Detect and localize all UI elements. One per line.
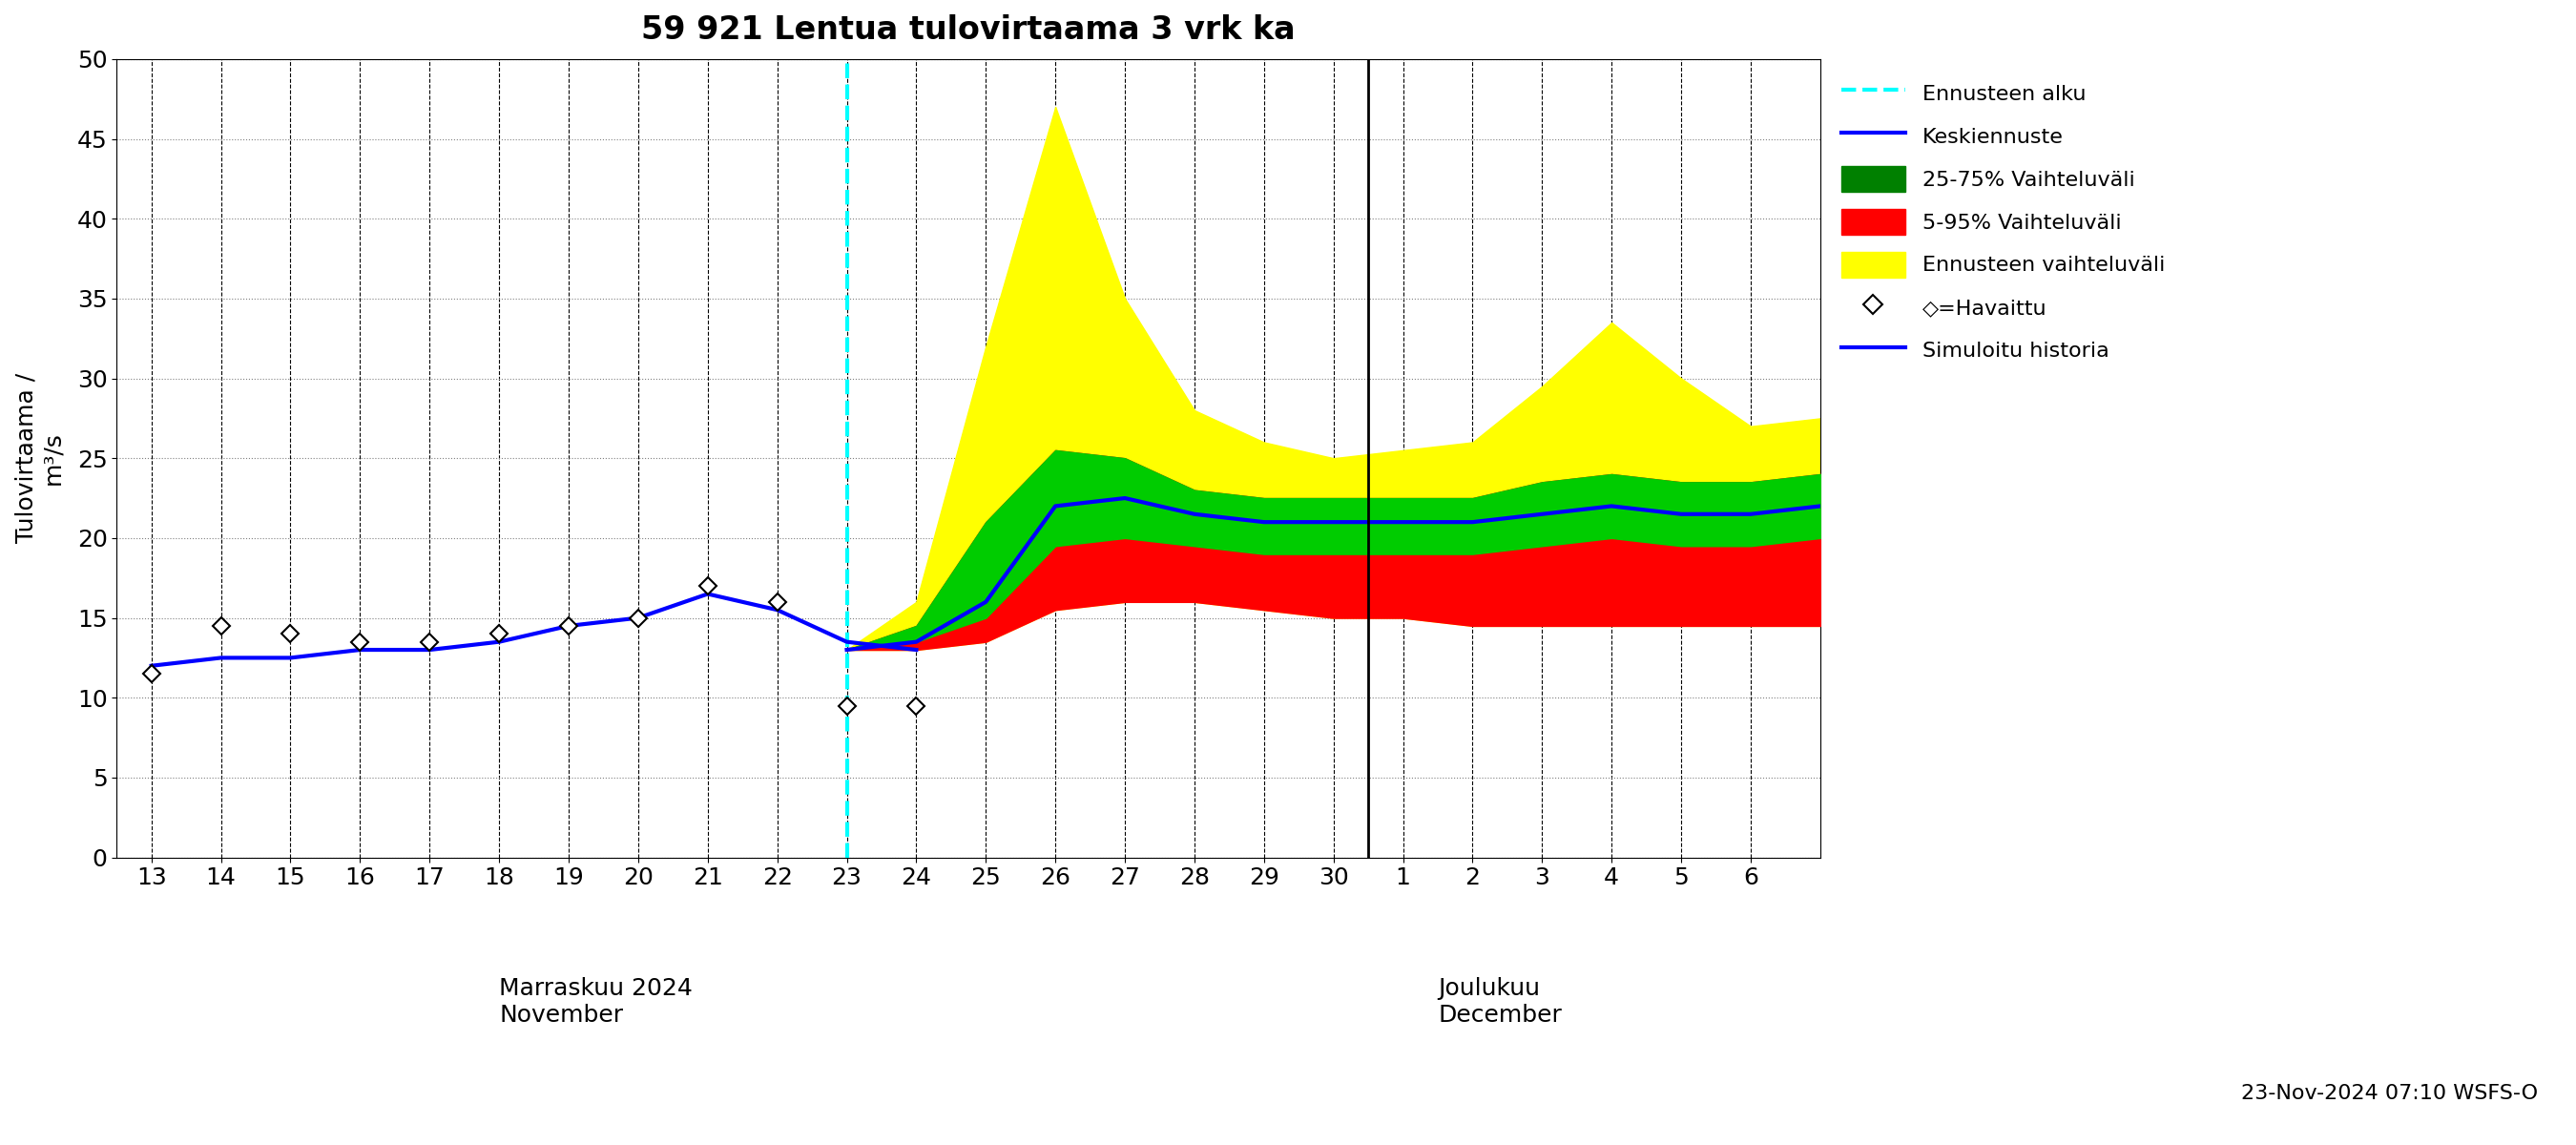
Text: 23-Nov-2024 07:10 WSFS-O: 23-Nov-2024 07:10 WSFS-O [2241,1084,2537,1103]
Title: 59 921 Lentua tulovirtaama 3 vrk ka: 59 921 Lentua tulovirtaama 3 vrk ka [641,14,1296,46]
Legend: Ennusteen alku, Keskiennuste, 25-75% Vaihteluväli, 5-95% Vaihteluväli, Ennusteen: Ennusteen alku, Keskiennuste, 25-75% Vai… [1832,70,2174,373]
Y-axis label: Tulovirtaama /
m³/s: Tulovirtaama / m³/s [15,373,64,543]
Text: Joulukuu
December: Joulukuu December [1437,977,1561,1027]
Text: Marraskuu 2024
November: Marraskuu 2024 November [500,977,693,1027]
